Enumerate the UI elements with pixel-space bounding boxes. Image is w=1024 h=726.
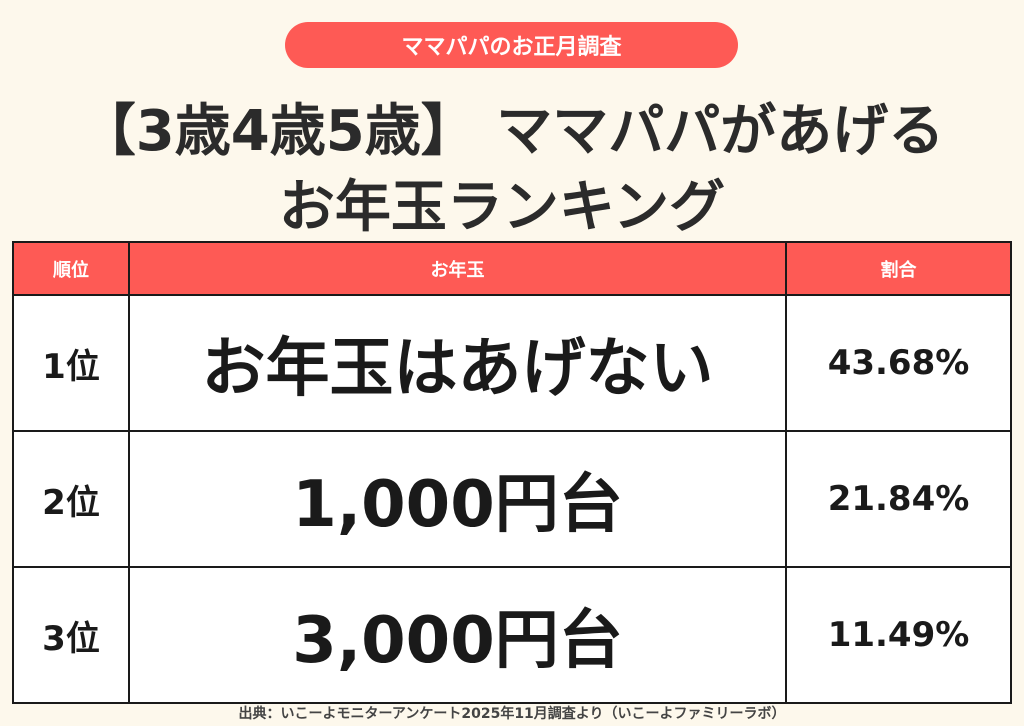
column-header-amount: お年玉 [128, 241, 787, 296]
table-header-row: 順位 お年玉 割合 [12, 241, 1012, 296]
ratio-cell: 21.84% [785, 430, 1012, 568]
ratio-cell: 11.49% [785, 566, 1012, 704]
ratio-cell: 43.68% [785, 294, 1012, 432]
rank-cell: 1位 [12, 294, 130, 432]
table-row: 2位 1,000円台 21.84% [12, 430, 1012, 568]
ranking-table: 順位 お年玉 割合 1位 お年玉はあげない 43.68% 2位 1,000円台 … [12, 241, 1012, 704]
page-title-line1: 【3歳4歳5歳】 ママパパがあげる [79, 99, 945, 164]
column-header-ratio: 割合 [785, 241, 1012, 296]
amount-cell: 3,000円台 [128, 566, 787, 704]
table-row: 3位 3,000円台 11.49% [12, 566, 1012, 704]
survey-label-pill: ママパパのお正月調査 [285, 22, 738, 68]
table-row: 1位 お年玉はあげない 43.68% [12, 294, 1012, 432]
rank-cell: 3位 [12, 566, 130, 704]
column-header-rank: 順位 [12, 241, 130, 296]
source-note: 出典：いこーよモニターアンケート2025年11月調査より（いこーよファミリーラボ… [238, 706, 786, 722]
rank-cell: 2位 [12, 430, 130, 568]
amount-cell: 1,000円台 [128, 430, 787, 568]
page-title-line2: お年玉ランキング [278, 175, 726, 240]
amount-cell: お年玉はあげない [128, 294, 787, 432]
